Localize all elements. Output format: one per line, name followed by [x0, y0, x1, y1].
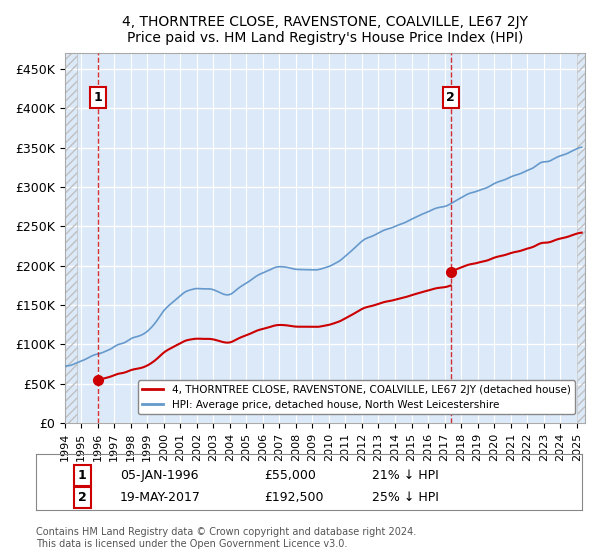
Text: 21% ↓ HPI: 21% ↓ HPI: [372, 469, 439, 482]
Text: 2: 2: [78, 491, 87, 504]
Legend: 4, THORNTREE CLOSE, RAVENSTONE, COALVILLE, LE67 2JY (detached house), HPI: Avera: 4, THORNTREE CLOSE, RAVENSTONE, COALVILL…: [138, 380, 575, 414]
Text: Contains HM Land Registry data © Crown copyright and database right 2024.
This d: Contains HM Land Registry data © Crown c…: [36, 527, 416, 549]
Text: 1: 1: [94, 91, 103, 104]
Text: 19-MAY-2017: 19-MAY-2017: [120, 491, 201, 504]
Text: 2: 2: [446, 91, 455, 104]
Text: 05-JAN-1996: 05-JAN-1996: [120, 469, 199, 482]
Text: £192,500: £192,500: [264, 491, 323, 504]
Text: 1: 1: [78, 469, 87, 482]
Text: £55,000: £55,000: [264, 469, 316, 482]
Title: 4, THORNTREE CLOSE, RAVENSTONE, COALVILLE, LE67 2JY
Price paid vs. HM Land Regis: 4, THORNTREE CLOSE, RAVENSTONE, COALVILL…: [122, 15, 528, 45]
Text: 25% ↓ HPI: 25% ↓ HPI: [372, 491, 439, 504]
